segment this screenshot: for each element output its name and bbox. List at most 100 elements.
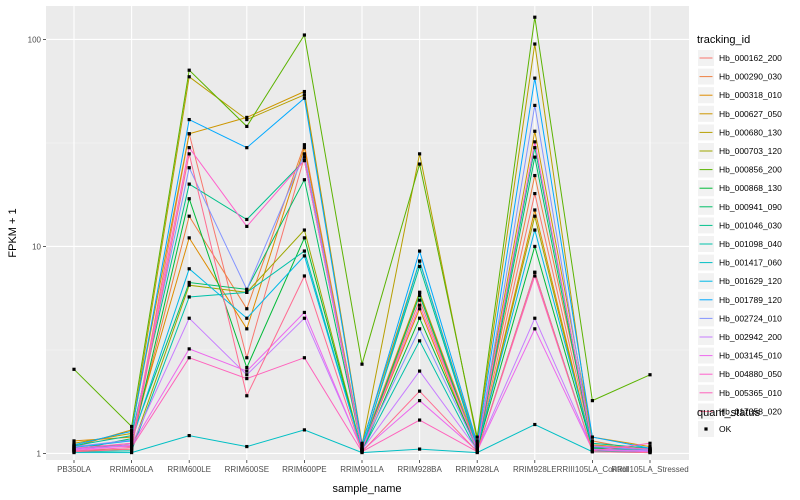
data-point	[360, 441, 364, 445]
data-point	[245, 307, 249, 311]
data-point	[533, 140, 537, 144]
data-point	[245, 369, 249, 373]
data-point	[302, 356, 306, 360]
legend-entry-label: Hb_002724_010	[719, 313, 782, 323]
data-point	[302, 228, 306, 232]
data-point	[475, 443, 479, 447]
data-point	[302, 155, 306, 159]
data-point	[302, 249, 306, 253]
data-point	[418, 369, 422, 373]
data-point	[187, 295, 191, 299]
data-point	[245, 356, 249, 360]
data-point	[130, 444, 134, 448]
data-point	[533, 274, 537, 278]
legend-entry-label: Hb_000941_090	[719, 202, 782, 212]
data-point	[360, 450, 364, 454]
data-point	[187, 68, 191, 72]
data-point	[187, 236, 191, 240]
data-point	[302, 33, 306, 37]
data-point	[302, 152, 306, 156]
data-point	[245, 117, 249, 122]
legend-entry-label: Hb_004880_050	[719, 369, 782, 379]
data-point	[72, 443, 76, 447]
data-point	[648, 447, 652, 451]
data-point	[72, 450, 76, 454]
data-point	[533, 244, 537, 249]
legend-entry-label: Hb_000162_200	[719, 53, 782, 63]
legend-entry-label: Hb_001629_120	[719, 276, 782, 286]
data-point	[245, 444, 249, 449]
data-point	[130, 429, 134, 433]
legend-title: tracking_id	[697, 34, 750, 46]
x-axis: PB350LA RRIM600LA RRIM600LE RRIM600SE RRIM60…	[57, 460, 689, 474]
data-point	[533, 155, 537, 159]
data-point	[475, 439, 479, 443]
data-point	[187, 152, 191, 156]
x-tick-label: RRIM901LA	[340, 465, 384, 474]
data-point	[360, 447, 364, 451]
legend-entry-label: Hb_017358_020	[719, 406, 782, 416]
data-point	[533, 191, 537, 196]
y-tick-label: 1	[37, 449, 42, 458]
x-tick-label: RRIII105LA_Stressed	[611, 465, 688, 474]
data-point	[302, 236, 306, 240]
data-point	[590, 444, 594, 448]
data-point	[418, 298, 422, 302]
legend-entry-label: Hb_000856_200	[719, 165, 782, 175]
data-point	[475, 446, 479, 450]
x-tick-label: RRIM600LA	[110, 465, 154, 474]
data-point	[187, 182, 191, 186]
shape-legend: quant_status OK	[697, 407, 760, 437]
data-point	[302, 310, 306, 315]
data-point	[302, 143, 306, 147]
data-point	[187, 356, 191, 360]
y-tick-label: 100	[28, 35, 42, 44]
data-point	[72, 441, 76, 445]
legend-entries: Hb_000162_200 Hb_000290_030 Hb_000318_010 H…	[698, 50, 782, 420]
data-point	[187, 197, 191, 201]
legend-entry-label: Hb_001098_040	[719, 239, 782, 249]
data-point	[360, 362, 364, 366]
data-point	[418, 418, 422, 422]
data-point	[187, 267, 191, 271]
data-point	[418, 290, 422, 294]
legend-entry-label: Hb_002942_200	[719, 332, 782, 342]
data-point	[187, 283, 191, 287]
shape-legend-entries: OK	[698, 421, 732, 437]
x-tick-label: RRIM600SE	[225, 465, 269, 474]
data-point	[418, 339, 422, 343]
data-point	[245, 365, 249, 370]
data-point	[533, 129, 537, 133]
data-point	[245, 224, 249, 228]
data-point	[245, 316, 249, 320]
data-point	[418, 249, 422, 253]
data-point	[418, 303, 422, 307]
data-point	[187, 280, 191, 285]
major-grid	[46, 6, 689, 460]
data-point	[648, 373, 652, 377]
data-point	[187, 146, 191, 150]
data-point	[302, 96, 306, 100]
data-point	[245, 146, 249, 150]
data-point	[245, 217, 249, 222]
data-point	[245, 373, 249, 377]
data-point	[360, 443, 364, 447]
data-point	[533, 422, 537, 427]
data-point	[302, 158, 306, 163]
shape-legend-title: quant_status	[697, 407, 760, 419]
data-point	[130, 431, 134, 436]
legend-entry-label: Hb_000627_050	[719, 109, 782, 119]
data-point	[245, 376, 249, 381]
data-point	[187, 75, 191, 79]
data-point	[590, 439, 594, 443]
legend-entry-label: Hb_005365_010	[719, 388, 782, 398]
data-point	[187, 433, 191, 438]
data-point	[245, 290, 249, 294]
data-point	[418, 307, 422, 311]
data-point	[533, 76, 537, 80]
data-point	[533, 173, 537, 178]
data-point	[533, 228, 537, 232]
data-point	[590, 435, 594, 439]
data-point	[187, 166, 191, 170]
